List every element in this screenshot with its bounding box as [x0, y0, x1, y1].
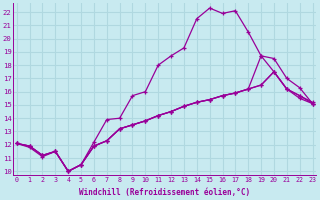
X-axis label: Windchill (Refroidissement éolien,°C): Windchill (Refroidissement éolien,°C): [79, 188, 250, 197]
